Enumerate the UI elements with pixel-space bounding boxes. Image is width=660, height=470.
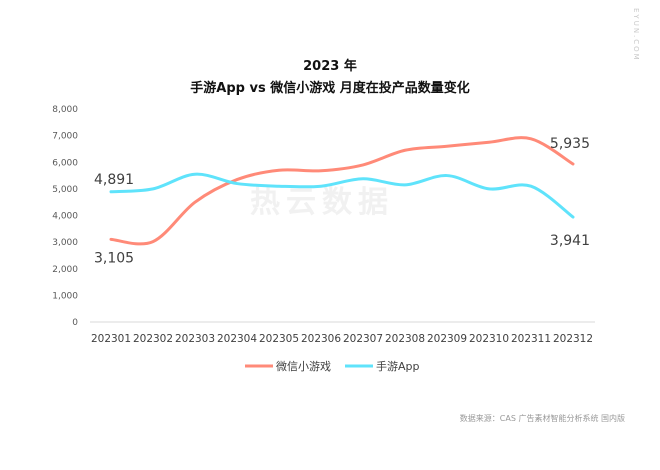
x-tick-label: 202301: [91, 333, 131, 345]
watermark: 热云数据: [250, 185, 394, 220]
x-tick-label: 202302: [133, 333, 173, 345]
x-tick-label: 202310: [469, 333, 509, 345]
y-tick-label: 5,000: [52, 185, 78, 195]
data-label: 3,105: [94, 250, 134, 266]
x-tick-label: 202306: [301, 333, 341, 345]
y-tick-label: 2,000: [52, 265, 78, 275]
x-tick-label: 202303: [175, 333, 215, 345]
chart-subtitle: 手游App vs 微信小游戏 月度在投产品数量变化: [190, 80, 469, 96]
legend-label: 微信小游戏: [276, 359, 331, 373]
x-tick-label: 202307: [343, 333, 383, 345]
data-label: 5,935: [550, 136, 590, 152]
series-line-0: [109, 136, 575, 246]
y-tick-label: 7,000: [52, 132, 78, 142]
x-tick-label: 202305: [259, 333, 299, 345]
y-tick-label: 6,000: [52, 158, 78, 168]
series-line-1: [109, 172, 575, 219]
y-tick-label: 0: [72, 318, 78, 328]
x-tick-label: 202311: [511, 333, 551, 345]
x-tick-label: 202312: [553, 333, 593, 345]
x-tick-label: 202309: [427, 333, 467, 345]
y-tick-label: 3,000: [52, 238, 78, 248]
chart-title: 2023 年: [303, 58, 357, 74]
source-note: 数据来源：CAS 广告素材智能分析系统 国内版: [460, 413, 625, 423]
x-tick-label: 202304: [217, 333, 257, 345]
data-label: 4,891: [94, 172, 134, 188]
y-tick-label: 8,000: [52, 105, 78, 115]
y-tick-label: 4,000: [52, 212, 78, 222]
y-tick-label: 1,000: [52, 291, 78, 301]
x-tick-label: 202308: [385, 333, 425, 345]
legend-item[interactable]: 手游App: [345, 359, 420, 373]
legend-label: 手游App: [376, 359, 420, 373]
legend-item[interactable]: 微信小游戏: [245, 359, 331, 373]
data-label: 3,941: [550, 233, 590, 249]
corner-watermark: EYUN.COM: [632, 8, 640, 62]
